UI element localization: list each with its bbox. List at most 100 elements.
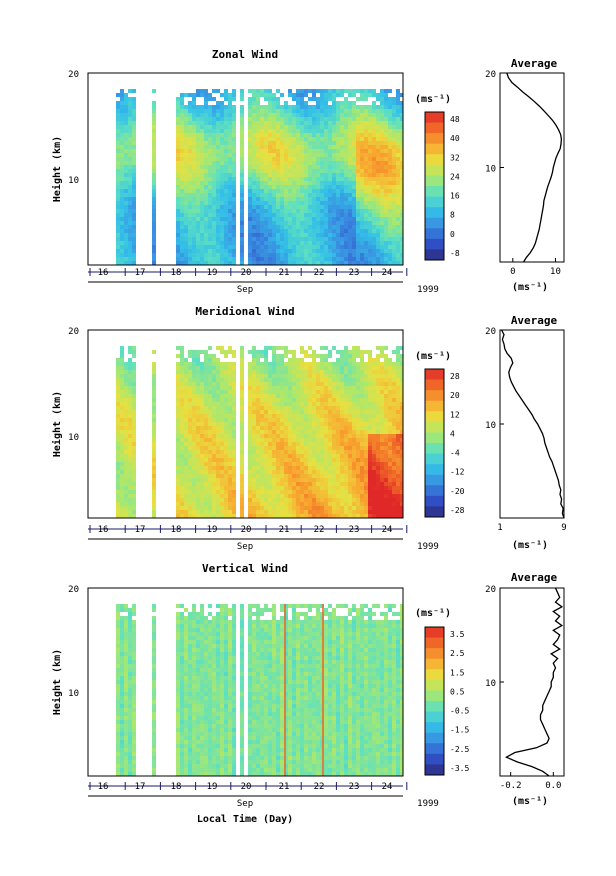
zonal-wind-cell: [264, 229, 268, 233]
zonal-wind-cell: [256, 241, 260, 245]
zonal-wind-cell: [288, 185, 292, 189]
zonal-wind-cell: [300, 177, 304, 181]
zonal-wind-cell: [308, 121, 312, 125]
meridional-wind-cell: [292, 442, 296, 446]
zonal-wind-cell: [308, 261, 312, 265]
meridional-wind-cell: [116, 498, 120, 502]
zonal-wind-cell: [240, 249, 244, 253]
meridional-wind-cell: [288, 422, 292, 426]
meridional-wind-cell: [212, 406, 216, 410]
zonal-wind-cell: [196, 153, 200, 157]
meridional-wind-cell: [192, 394, 196, 398]
meridional-wind-cell: [332, 498, 336, 502]
meridional-wind-cell: [308, 390, 312, 394]
zonal-wind-plot-frame: [87, 72, 404, 266]
zonal-wind-cell: [212, 137, 216, 141]
meridional-wind-cell: [304, 494, 308, 498]
meridional-wind-cell: [252, 426, 256, 430]
zonal-wind-cell: [224, 217, 228, 221]
meridional-wind-cell: [228, 434, 232, 438]
meridional-wind-cell: [128, 350, 132, 354]
meridional-wind-cell: [228, 422, 232, 426]
zonal-wind-cell: [260, 125, 264, 129]
meridional-wind-cell: [360, 506, 364, 510]
meridional-wind-cell: [380, 498, 384, 502]
zonal-wind-cell: [200, 89, 204, 93]
meridional-wind-cell: [180, 398, 184, 402]
zonal-wind-cell: [268, 129, 272, 133]
zonal-wind-cell: [288, 121, 292, 125]
zonal-wind-cell: [212, 141, 216, 145]
zonal-wind-cell: [232, 161, 236, 165]
zonal-wind-cell: [232, 105, 236, 109]
zonal-wind-cell: [316, 173, 320, 177]
zonal-wind-cell: [296, 197, 300, 201]
zonal-wind-cell: [284, 193, 288, 197]
zonal-wind-cell: [124, 249, 128, 253]
meridional-wind-cell: [300, 362, 304, 366]
meridional-wind-cell: [180, 422, 184, 426]
zonal-wind-cell: [228, 161, 232, 165]
meridional-wind-cell: [200, 482, 204, 486]
meridional-wind-cell: [308, 438, 312, 442]
zonal-wind-cell: [372, 257, 376, 261]
zonal-wind-cell: [176, 213, 180, 217]
zonal-wind-cell: [152, 169, 156, 173]
meridional-wind-cell: [376, 358, 380, 362]
meridional-wind-cell: [224, 390, 228, 394]
meridional-wind-cell: [328, 406, 332, 410]
meridional-wind-cell: [260, 446, 264, 450]
meridional-wind-cell: [128, 406, 132, 410]
zonal-wind-cell: [344, 225, 348, 229]
meridional-wind-cell: [352, 486, 356, 490]
meridional-wind-cell: [176, 386, 180, 390]
zonal-wind-cell: [344, 229, 348, 233]
zonal-wind-cell: [180, 253, 184, 257]
meridional-wind-cell: [124, 406, 128, 410]
zonal-wind-cell: [388, 169, 392, 173]
meridional-wind-cell: [212, 378, 216, 382]
meridional-wind-cell: [272, 378, 276, 382]
meridional-wind-cell: [372, 478, 376, 482]
zonal-wind-cell: [388, 213, 392, 217]
zonal-wind-cell: [256, 165, 260, 169]
zonal-wind-cell: [260, 133, 264, 137]
meridional-wind-cell: [360, 514, 364, 518]
zonal-wind-cell: [392, 213, 396, 217]
zonal-wind-cell: [272, 173, 276, 177]
zonal-wind-cell: [376, 197, 380, 201]
zonal-wind-cell: [272, 125, 276, 129]
zonal-wind-cell: [364, 209, 368, 213]
meridional-wind-cell: [228, 350, 232, 354]
zonal-wind-cell: [360, 145, 364, 149]
zonal-wind-cell: [312, 133, 316, 137]
zonal-wind-colorbar-frame: [424, 111, 445, 261]
meridional-wind-cell: [152, 514, 156, 518]
zonal-wind-cell: [200, 213, 204, 217]
meridional-wind-cell: [304, 418, 308, 422]
meridional-wind-cell: [124, 422, 128, 426]
meridional-wind-cell: [180, 498, 184, 502]
meridional-wind-cell: [120, 498, 124, 502]
zonal-wind-cell: [396, 181, 400, 185]
meridional-wind-cell: [300, 410, 304, 414]
meridional-wind-cell: [256, 498, 260, 502]
zonal-wind-cell: [276, 157, 280, 161]
zonal-wind-cell: [292, 169, 296, 173]
meridional-wind-cell: [300, 422, 304, 426]
zonal-wind-cell: [352, 261, 356, 265]
meridional-wind-cell: [276, 366, 280, 370]
meridional-wind-cell: [328, 458, 332, 462]
meridional-wind-cell: [252, 494, 256, 498]
meridional-wind-cell: [212, 394, 216, 398]
zonal-wind-cell: [296, 233, 300, 237]
meridional-wind-cell: [308, 490, 312, 494]
meridional-wind-cell: [328, 474, 332, 478]
zonal-wind-cell: [248, 153, 252, 157]
zonal-wind-cell: [256, 129, 260, 133]
zonal-wind-cell: [380, 125, 384, 129]
meridional-wind-cell: [276, 374, 280, 378]
zonal-wind-cell: [356, 173, 360, 177]
meridional-wind-cell: [200, 510, 204, 514]
